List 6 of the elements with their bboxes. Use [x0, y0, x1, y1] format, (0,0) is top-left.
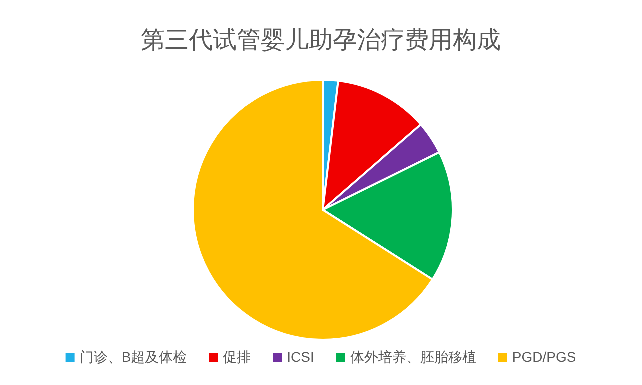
legend-label: 促排 — [223, 349, 252, 365]
chart-title: 第三代试管婴儿助孕治疗费用构成 — [141, 27, 501, 54]
legend-label: 门诊、B超及体检 — [80, 349, 188, 365]
legend-label: ICSI — [287, 349, 314, 365]
legend-label: 体外培养、胚胎移植 — [350, 349, 476, 365]
legend-label: PGD/PGS — [512, 349, 576, 365]
